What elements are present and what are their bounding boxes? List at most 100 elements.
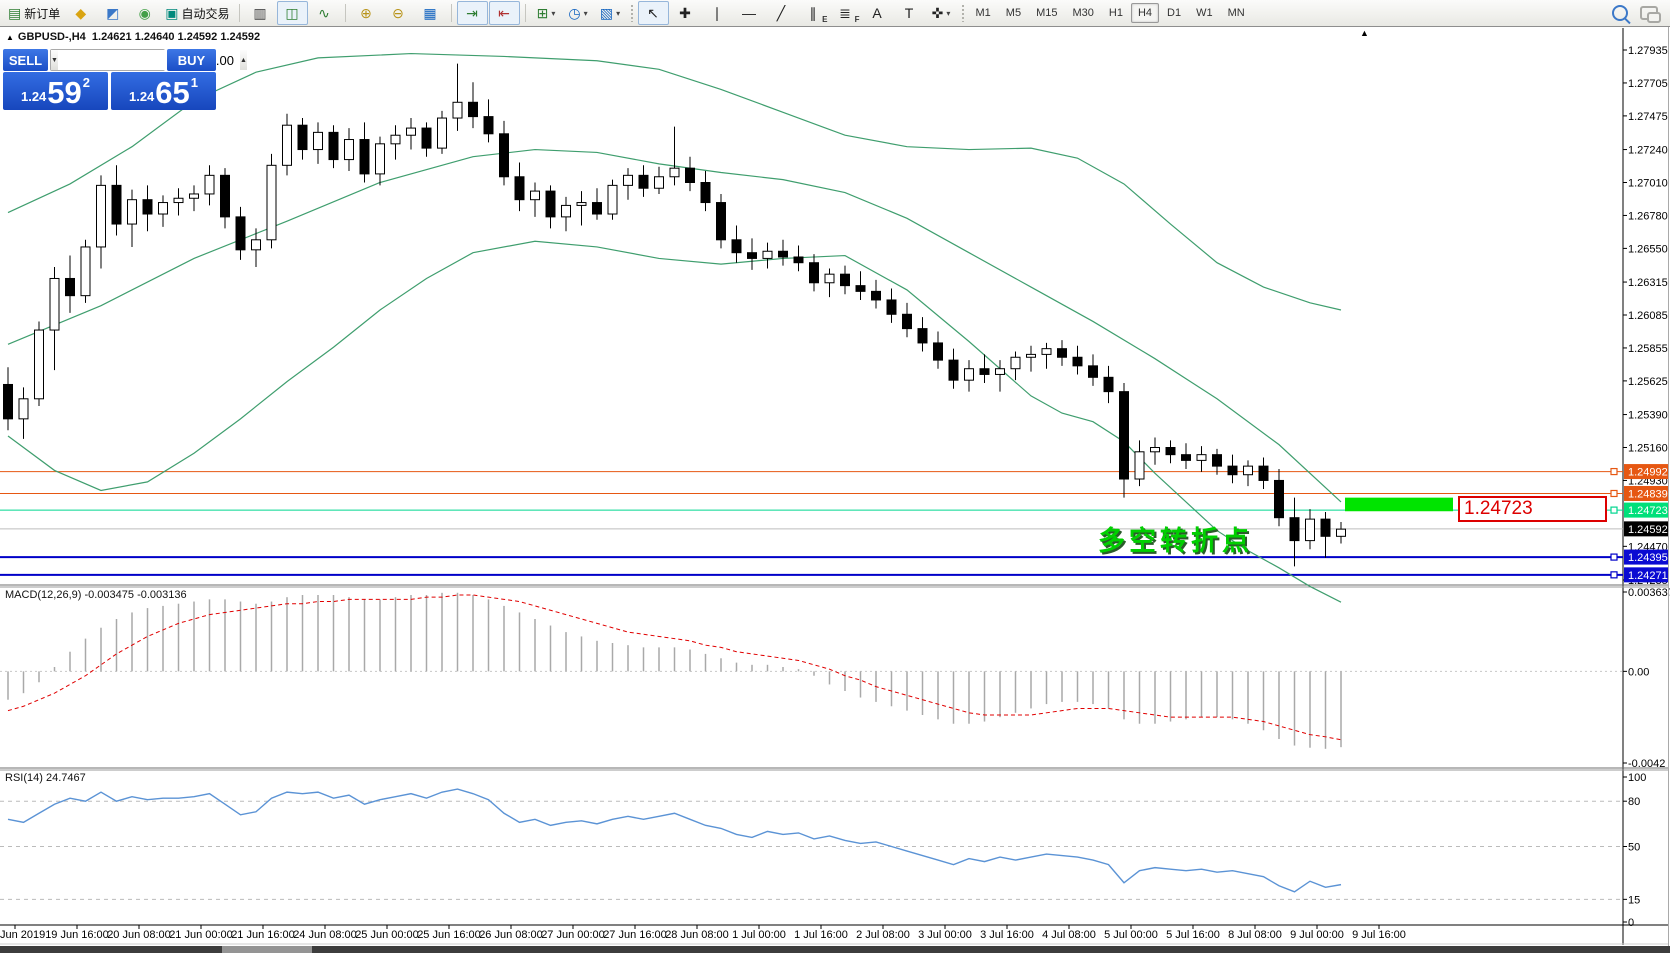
svg-text:1.25625: 1.25625 bbox=[1628, 376, 1668, 388]
timeframe-m1-button[interactable]: M1 bbox=[975, 7, 991, 19]
svg-text:20 Jun 08:00: 20 Jun 08:00 bbox=[107, 929, 171, 941]
horizontal-line-button[interactable]: — bbox=[734, 1, 765, 25]
horizontal-line-objects[interactable] bbox=[0, 471, 1623, 576]
turning-point-text-object[interactable]: 多空转折点 bbox=[1098, 526, 1253, 556]
timeframe-m30-button[interactable]: M30 bbox=[1072, 7, 1094, 19]
templates-dropdown-icon[interactable]: ▾ bbox=[616, 8, 621, 18]
zoom-out-button[interactable]: ⊖ bbox=[383, 1, 414, 25]
svg-text:1.24592: 1.24592 bbox=[1628, 524, 1668, 536]
indicators-icon: ⊞ bbox=[536, 5, 549, 21]
fibonacci-sub-label: F bbox=[854, 15, 860, 24]
bollinger-middle-line bbox=[7, 148, 1342, 503]
chat-icon[interactable] bbox=[1640, 6, 1661, 23]
rsi-indicator: 100 80 50 15 0 bbox=[0, 772, 1646, 929]
toolbar-drag-handle[interactable] bbox=[629, 4, 634, 22]
tile-windows-icon: ▦ bbox=[423, 5, 437, 21]
new-order-label: 新订单 bbox=[24, 6, 61, 21]
window-marker-icon: ▲ bbox=[6, 33, 14, 42]
svg-text:-0.0042: -0.0042 bbox=[1628, 758, 1665, 770]
indicators-button[interactable]: ⊞ ▾ bbox=[531, 1, 562, 25]
text-icon: A bbox=[872, 5, 882, 21]
chart-shift-button[interactable]: ⇤ bbox=[488, 1, 520, 25]
svg-text:21 Jun 00:00: 21 Jun 00:00 bbox=[169, 929, 233, 941]
toolbar-separator bbox=[238, 4, 240, 22]
text-label-button[interactable]: T bbox=[894, 1, 925, 25]
svg-text:27 Jun 00:00: 27 Jun 00:00 bbox=[541, 929, 605, 941]
sell-price-tile[interactable]: 1.24 59 2 bbox=[3, 72, 108, 110]
candlestick-chart-icon: ◫ bbox=[285, 5, 299, 21]
tile-windows-button[interactable]: ▦ bbox=[415, 1, 446, 25]
timeframe-m5-button[interactable]: M5 bbox=[1005, 7, 1022, 19]
window-border bbox=[1668, 27, 1669, 946]
svg-text:1.26550: 1.26550 bbox=[1628, 243, 1668, 255]
equidistant-channel-button[interactable]: ∥ E bbox=[798, 1, 829, 25]
svg-text:1.24395: 1.24395 bbox=[1628, 552, 1668, 564]
sell-button[interactable]: SELL bbox=[3, 49, 48, 71]
new-order-button[interactable]: ▤ 新订单 bbox=[4, 1, 64, 25]
text-label-icon: T bbox=[904, 5, 914, 21]
bar-chart-button[interactable]: ▥ bbox=[245, 1, 276, 25]
buy-price-prefix: 1.24 bbox=[128, 89, 155, 104]
svg-text:1.24992: 1.24992 bbox=[1628, 467, 1668, 479]
zoom-in-button[interactable]: ⊕ bbox=[351, 1, 382, 25]
volume-stepper: ▼ ▲ bbox=[50, 49, 247, 71]
periods-button[interactable]: ◷ ▾ bbox=[563, 1, 594, 25]
timeframe-w1-button[interactable]: W1 bbox=[1196, 7, 1213, 19]
arrows-button[interactable]: ✜ ▾ bbox=[926, 1, 957, 25]
buy-price-tile[interactable]: 1.24 65 1 bbox=[111, 72, 216, 110]
sell-price-pip: 2 bbox=[82, 75, 91, 90]
templates-button[interactable]: ▧ ▾ bbox=[595, 1, 626, 25]
timeframe-mn-button[interactable]: MN bbox=[1227, 7, 1245, 19]
buy-button[interactable]: BUY bbox=[167, 49, 216, 71]
indicators-dropdown-icon[interactable]: ▾ bbox=[551, 8, 556, 18]
crosshair-icon: ✚ bbox=[679, 5, 691, 21]
price-label-object[interactable]: 1.24723 bbox=[1458, 496, 1607, 522]
horizontal-scrollbar[interactable] bbox=[0, 946, 1670, 953]
svg-text:1 Jul 00:00: 1 Jul 00:00 bbox=[732, 929, 786, 941]
arrows-dropdown-icon[interactable]: ▾ bbox=[946, 8, 951, 18]
fibonacci-button[interactable]: ≣ F bbox=[830, 1, 861, 25]
crosshair-button[interactable]: ✚ bbox=[670, 1, 701, 25]
green-zone-rectangle-object[interactable] bbox=[1345, 497, 1453, 512]
svg-text:1.24839: 1.24839 bbox=[1628, 488, 1668, 500]
svg-text:1.25160: 1.25160 bbox=[1628, 443, 1668, 455]
navigator-button[interactable]: ◩ bbox=[97, 1, 128, 25]
cursor-button[interactable]: ↖ bbox=[637, 1, 669, 25]
toolbar-drag-handle[interactable] bbox=[960, 4, 965, 22]
auto-scroll-button[interactable]: ⇥ bbox=[456, 1, 488, 25]
line-chart-button[interactable]: ∿ bbox=[309, 1, 340, 25]
periods-dropdown-icon[interactable]: ▾ bbox=[583, 8, 588, 18]
timeframe-h4-button[interactable]: H4 bbox=[1130, 3, 1159, 23]
svg-text:0.003637: 0.003637 bbox=[1628, 587, 1670, 599]
volume-decrease-button[interactable]: ▼ bbox=[51, 50, 58, 70]
signals-button[interactable]: ◉ bbox=[129, 1, 160, 25]
timeframe-h1-button[interactable]: H1 bbox=[1108, 7, 1123, 19]
scroll-to-end-icon[interactable]: ▲ bbox=[1360, 28, 1369, 38]
timeframe-d1-button[interactable]: D1 bbox=[1167, 7, 1182, 19]
autotrading-button[interactable]: ▣ 自动交易 bbox=[161, 1, 233, 25]
volume-increase-button[interactable]: ▲ bbox=[239, 50, 247, 70]
price-axis: 1.27935 1.27705 1.27475 1.27240 1.27010 1.267… bbox=[1623, 45, 1669, 587]
svg-text:5 Jul 00:00: 5 Jul 00:00 bbox=[1104, 929, 1158, 941]
svg-text:9 Jul 00:00: 9 Jul 00:00 bbox=[1290, 929, 1344, 941]
navigator-icon: ◩ bbox=[106, 5, 120, 21]
trendline-icon: ╱ bbox=[776, 5, 786, 21]
macd-label: MACD(12,26,9) -0.003475 -0.003136 bbox=[5, 589, 187, 601]
text-button[interactable]: A bbox=[862, 1, 893, 25]
market-watch-button[interactable]: ◆ bbox=[65, 1, 96, 25]
scrollbar-thumb[interactable] bbox=[222, 946, 312, 953]
timeframe-m15-button[interactable]: M15 bbox=[1036, 7, 1058, 19]
svg-text:50: 50 bbox=[1628, 842, 1640, 854]
vertical-line-button[interactable]: ∣ bbox=[702, 1, 733, 25]
sell-price-prefix: 1.24 bbox=[20, 89, 47, 104]
svg-text:1.27935: 1.27935 bbox=[1628, 45, 1668, 57]
macd-indicator: 0.003637 0.00 -0.0042 bbox=[0, 587, 1670, 770]
svg-text:1.25855: 1.25855 bbox=[1628, 343, 1668, 355]
one-click-trading-panel: SELL ▼ ▲ BUY 1.24 59 2 1.24 65 1 bbox=[3, 49, 247, 110]
candlestick-chart-button[interactable]: ◫ bbox=[276, 1, 308, 25]
search-icon[interactable] bbox=[1612, 5, 1628, 21]
trendline-button[interactable]: ╱ bbox=[766, 1, 797, 25]
svg-text:1.27240: 1.27240 bbox=[1628, 145, 1668, 157]
buy-price-pip: 1 bbox=[190, 75, 199, 90]
svg-text:9 Jul 16:00: 9 Jul 16:00 bbox=[1352, 929, 1406, 941]
